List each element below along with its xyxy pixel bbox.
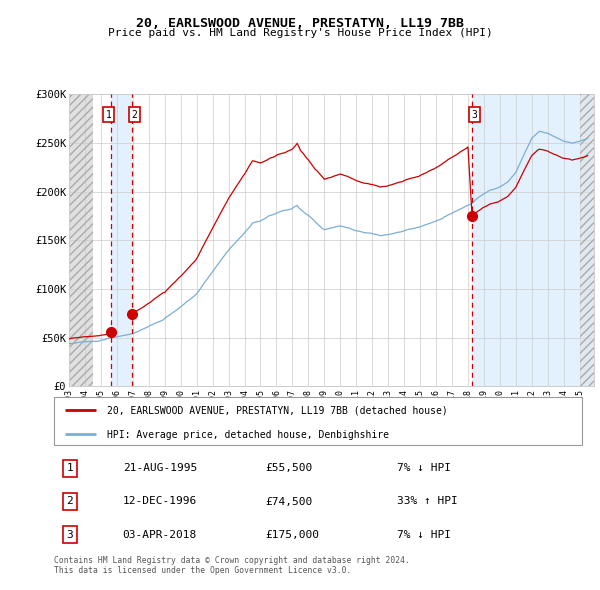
Text: Contains HM Land Registry data © Crown copyright and database right 2024.: Contains HM Land Registry data © Crown c… [54,556,410,565]
Text: 1: 1 [67,463,73,473]
FancyBboxPatch shape [54,397,582,445]
Text: 1: 1 [106,110,112,120]
Text: 3: 3 [67,530,73,540]
Bar [472,94,594,386]
Text: This data is licensed under the Open Government Licence v3.0.: This data is licensed under the Open Gov… [54,566,352,575]
Text: 7% ↓ HPI: 7% ↓ HPI [397,463,451,473]
Text: 20, EARLSWOOD AVENUE, PRESTATYN, LL19 7BB: 20, EARLSWOOD AVENUE, PRESTATYN, LL19 7B… [136,17,464,30]
Bar [69,94,93,386]
Text: Price paid vs. HM Land Registry's House Price Index (HPI): Price paid vs. HM Land Registry's House … [107,28,493,38]
Text: 3: 3 [472,110,478,120]
Text: 33% ↑ HPI: 33% ↑ HPI [397,497,458,506]
Bar [69,94,93,386]
Bar [580,94,594,386]
Text: 7% ↓ HPI: 7% ↓ HPI [397,530,451,540]
Text: 21-AUG-1995: 21-AUG-1995 [122,463,197,473]
Bar [111,94,132,386]
Text: £55,500: £55,500 [265,463,313,473]
Text: 20, EARLSWOOD AVENUE, PRESTATYN, LL19 7BB (detached house): 20, EARLSWOOD AVENUE, PRESTATYN, LL19 7B… [107,405,448,415]
Bar [580,94,594,386]
Text: 2: 2 [67,497,73,506]
Text: 03-APR-2018: 03-APR-2018 [122,530,197,540]
Text: £74,500: £74,500 [265,497,313,506]
Text: £175,000: £175,000 [265,530,319,540]
Text: 2: 2 [131,110,137,120]
Text: HPI: Average price, detached house, Denbighshire: HPI: Average price, detached house, Denb… [107,430,389,440]
Text: 12-DEC-1996: 12-DEC-1996 [122,497,197,506]
